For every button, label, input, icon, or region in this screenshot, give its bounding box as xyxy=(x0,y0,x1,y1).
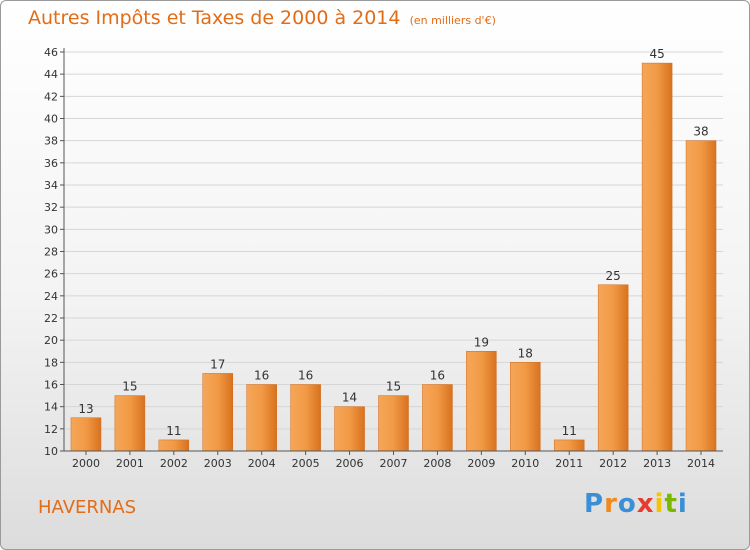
bar-value-label: 15 xyxy=(122,380,137,394)
bar-2014 xyxy=(685,140,717,452)
bar-value-label: 16 xyxy=(430,369,445,383)
bar-value-label: 19 xyxy=(474,335,489,349)
bar-2008 xyxy=(422,384,453,452)
bar-value-label: 16 xyxy=(298,369,313,383)
x-tick-label: 2002 xyxy=(160,457,188,470)
x-tick-label: 2010 xyxy=(511,457,539,470)
bar-value-label: 15 xyxy=(386,380,401,394)
proxiti-logo: Proxiti xyxy=(584,489,688,519)
x-tick-label: 2014 xyxy=(687,457,715,470)
x-tick-label: 2001 xyxy=(116,457,144,470)
x-tick-label: 2013 xyxy=(643,457,671,470)
x-tick-label: 2012 xyxy=(599,457,627,470)
y-tick-label: 28 xyxy=(44,246,58,259)
x-tick-label: 2004 xyxy=(248,457,276,470)
bar-value-label: 11 xyxy=(166,424,181,438)
x-tick-label: 2007 xyxy=(380,457,408,470)
x-tick-label: 2006 xyxy=(336,457,364,470)
x-tick-label: 2000 xyxy=(72,457,100,470)
y-tick-label: 36 xyxy=(44,157,58,170)
y-tick-label: 16 xyxy=(44,379,58,392)
bar-value-label: 18 xyxy=(518,346,533,360)
bar-2004 xyxy=(246,384,277,452)
y-tick-label: 30 xyxy=(44,223,58,236)
bar-2007 xyxy=(378,395,409,452)
bar-value-label: 13 xyxy=(78,402,93,416)
bar-value-label: 25 xyxy=(606,269,621,283)
bar-2006 xyxy=(334,406,365,452)
y-tick-label: 38 xyxy=(44,135,58,148)
chart-title-main: Autres Impôts et Taxes de 2000 à 2014 xyxy=(28,7,401,29)
y-tick-label: 42 xyxy=(44,90,58,103)
bar-value-label: 45 xyxy=(649,47,664,61)
x-tick-label: 2011 xyxy=(555,457,583,470)
y-tick-label: 44 xyxy=(44,68,58,81)
y-tick-label: 18 xyxy=(44,356,58,369)
bar-2001 xyxy=(114,395,146,452)
bar-value-label: 11 xyxy=(562,424,577,438)
bar-2009 xyxy=(466,351,497,452)
y-tick-label: 26 xyxy=(44,268,58,281)
chart-title-unit: (en milliers d'€) xyxy=(409,14,496,27)
bar-2005 xyxy=(290,384,321,452)
y-tick-label: 46 xyxy=(44,46,58,59)
bar-2012 xyxy=(597,284,629,452)
bar-2000 xyxy=(70,417,102,452)
chart-title: Autres Impôts et Taxes de 2000 à 2014 (e… xyxy=(28,7,496,29)
x-tick-label: 2005 xyxy=(292,457,320,470)
y-tick-label: 32 xyxy=(44,201,58,214)
y-tick-label: 34 xyxy=(44,179,58,192)
y-tick-label: 20 xyxy=(44,334,58,347)
bar-value-label: 38 xyxy=(693,125,708,139)
bar-2011 xyxy=(553,439,585,452)
commune-name: HAVERNAS xyxy=(38,497,137,518)
bar-value-label: 16 xyxy=(254,369,269,383)
bar-2013 xyxy=(641,62,673,452)
x-tick-label: 2008 xyxy=(423,457,451,470)
x-tick-label: 2009 xyxy=(467,457,495,470)
bar-2003 xyxy=(202,373,234,452)
y-tick-label: 12 xyxy=(44,423,58,436)
bar-value-label: 14 xyxy=(342,391,357,405)
y-tick-label: 14 xyxy=(44,401,58,414)
y-tick-label: 24 xyxy=(44,290,58,303)
bar-value-label: 17 xyxy=(210,357,225,371)
bar-2010 xyxy=(510,362,541,452)
y-tick-label: 40 xyxy=(44,113,58,126)
y-tick-label: 10 xyxy=(44,445,58,458)
bar-2002 xyxy=(158,439,190,452)
x-tick-label: 2003 xyxy=(204,457,232,470)
y-tick-label: 22 xyxy=(44,312,58,325)
